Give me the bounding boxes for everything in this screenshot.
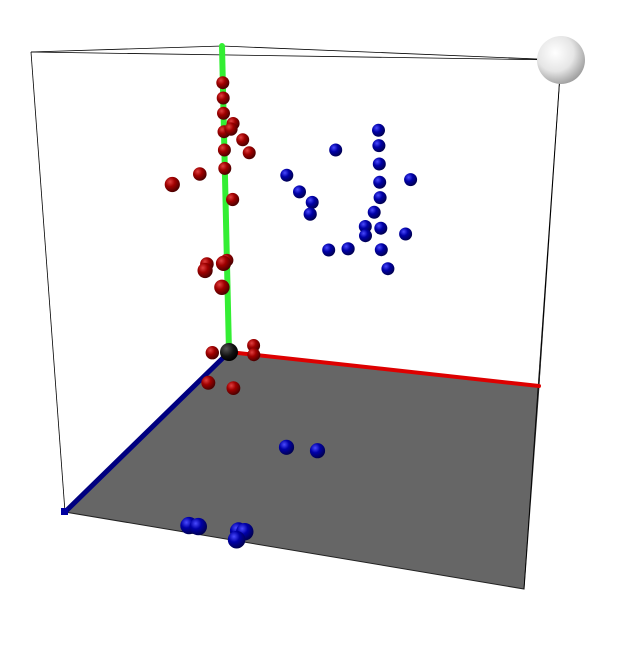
red-point-22 (205, 346, 219, 360)
red-point-21 (226, 381, 241, 395)
blue-point-0 (372, 123, 385, 137)
blue-point-23 (189, 517, 207, 536)
blue-point-4 (373, 191, 387, 205)
red-point-10 (215, 255, 232, 271)
red-point-9 (197, 262, 213, 279)
z-axis-line (62, 349, 232, 515)
red-point-15 (236, 133, 250, 147)
blue-point-6 (358, 220, 372, 233)
box-edge-front-left-vertical (30, 51, 66, 513)
red-point-11 (214, 279, 230, 295)
blue-point-10 (374, 243, 388, 257)
blue-point-1 (372, 139, 386, 153)
red-point-18 (247, 339, 261, 352)
red-point-13 (193, 167, 207, 181)
x-axis-line (227, 350, 541, 388)
blue-point-11 (404, 173, 418, 187)
red-point-1 (216, 91, 230, 105)
blue-point-14 (322, 243, 336, 257)
blue-point-15 (381, 262, 395, 276)
red-point-20 (201, 375, 216, 390)
red-point-4 (217, 143, 231, 157)
data-points (164, 76, 418, 549)
blue-point-20 (278, 439, 295, 455)
bounding-box (30, 45, 562, 590)
red-point-5 (218, 161, 232, 175)
red-point-6 (224, 122, 238, 136)
corner-sphere (537, 36, 585, 84)
blue-point-9 (341, 242, 355, 256)
floor-plane (63, 351, 540, 590)
blue-point-16 (280, 168, 294, 182)
red-point-7 (242, 146, 256, 160)
blue-point-3 (373, 175, 387, 189)
blue-point-19 (303, 207, 317, 221)
red-point-0 (216, 76, 230, 90)
blue-point-12 (399, 227, 413, 241)
red-point-2 (217, 106, 230, 120)
box-edge-left-top (30, 45, 223, 53)
origin-marker (220, 343, 238, 361)
box-edge-back-top (221, 45, 562, 61)
blue-point-7 (374, 221, 388, 235)
blue-point-13 (329, 143, 343, 157)
blue-point-21 (309, 443, 326, 459)
red-point-19 (247, 348, 261, 362)
red-point-12 (164, 176, 180, 193)
red-point-8 (226, 192, 240, 207)
blue-point-17 (293, 185, 306, 199)
box-edge-front-right-vertical (523, 59, 562, 590)
blue-point-8 (359, 229, 372, 243)
z-axis-end-marker (61, 508, 68, 515)
box-edge-front-top (30, 51, 562, 61)
blue-point-26 (227, 530, 246, 549)
blue-point-5 (367, 205, 381, 219)
blue-point-2 (372, 157, 386, 171)
blue-point-18 (305, 195, 319, 209)
